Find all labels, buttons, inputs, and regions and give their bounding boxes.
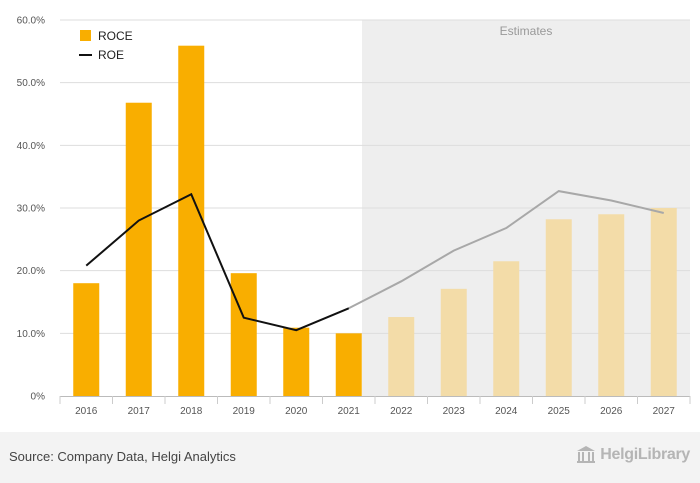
roce-bar: [440, 288, 467, 396]
x-tick-label: 2025: [548, 406, 571, 417]
x-tick-label: 2019: [233, 406, 256, 417]
x-tick-label: 2017: [128, 406, 151, 417]
y-tick-label: 50.0%: [17, 78, 45, 89]
brand-name: HelgiLibrary: [600, 446, 690, 463]
roe-line-estimate: [348, 190, 664, 310]
x-tick-label: 2021: [338, 406, 361, 417]
x-tick-label: 2026: [600, 406, 623, 417]
legend: ROCE ROE: [79, 29, 133, 62]
y-tick-label: 10.0%: [17, 329, 45, 340]
x-tick-label: 2024: [495, 406, 518, 417]
y-tick-label: 60.0%: [17, 16, 45, 27]
roce-bar: [493, 261, 520, 396]
roce-bars: [73, 45, 677, 397]
x-tick-label: 2022: [390, 406, 413, 417]
source-note: Source: Company Data, Helgi Analytics: [9, 449, 236, 464]
roe-line: [85, 190, 664, 332]
roce-bar: [545, 219, 572, 396]
roce-bar: [73, 283, 100, 396]
x-tick-label: 2027: [653, 406, 676, 417]
roce-bar: [650, 208, 677, 396]
roce-bar: [125, 102, 152, 396]
roce-bar: [230, 273, 257, 396]
y-tick-label: 30.0%: [17, 204, 45, 215]
roe-line-actual: [85, 192, 350, 332]
footer: Source: Company Data, Helgi Analytics He…: [0, 432, 700, 483]
legend-roce-label: ROCE: [98, 29, 133, 43]
roce-bar: [178, 45, 205, 397]
x-tick-label: 2020: [285, 406, 308, 417]
roce-bar: [598, 214, 625, 396]
legend-roe-label: ROE: [98, 48, 124, 62]
roce-roe-chart: Estimates 0% 10.0% 20.0% 30.0% 40.0% 50.0% 60.…: [17, 16, 691, 417]
brand-logo: HelgiLibrary: [576, 446, 690, 464]
legend-roce-swatch: [80, 30, 91, 41]
y-tick-label: 20.0%: [17, 266, 45, 277]
y-axis-ticks: 0% 10.0% 20.0% 30.0% 40.0% 50.0% 60.0%: [17, 16, 45, 403]
x-axis-ticks: 2016 2017 2018 2019 2020 2021 2022 2023 2024 2025…: [59, 396, 691, 417]
roce-bar: [335, 333, 362, 396]
library-building-icon: [577, 446, 596, 463]
x-tick-label: 2016: [75, 406, 98, 417]
x-tick-label: 2023: [443, 406, 466, 417]
estimates-label: Estimates: [500, 24, 553, 38]
y-tick-label: 40.0%: [17, 141, 45, 152]
roce-bar: [388, 317, 415, 396]
x-tick-label: 2018: [180, 406, 203, 417]
roce-bar: [283, 327, 310, 396]
y-tick-label: 0%: [31, 392, 46, 403]
